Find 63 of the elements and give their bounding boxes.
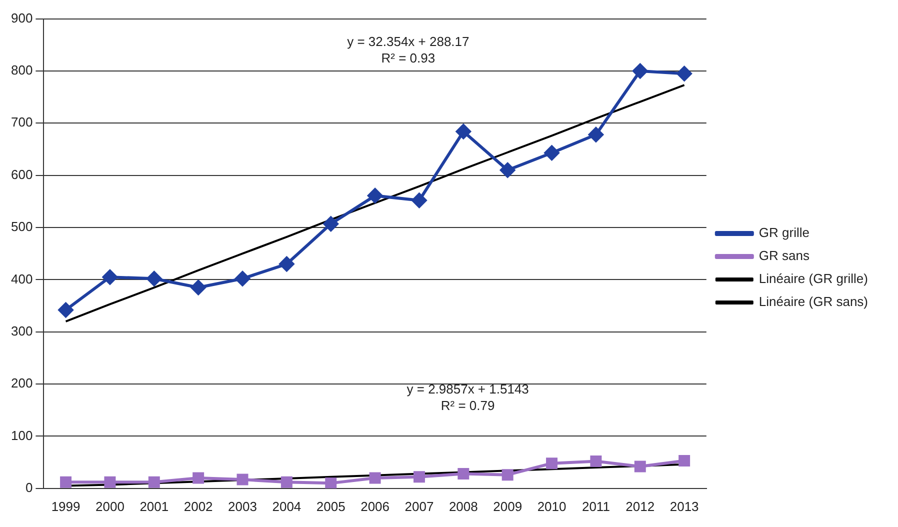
x-tick-label: 2002 xyxy=(184,498,213,514)
point xyxy=(544,145,560,160)
y-tick-label: 900 xyxy=(10,10,33,26)
point xyxy=(588,127,604,142)
x-tick-label: 2008 xyxy=(448,498,478,514)
point xyxy=(279,256,294,272)
point xyxy=(104,476,116,488)
point xyxy=(58,302,74,318)
point xyxy=(502,469,514,481)
y-tick-label: 500 xyxy=(10,219,33,234)
x-tick-label: 2004 xyxy=(272,498,302,514)
x-tick-label: 2007 xyxy=(404,498,434,514)
legend-label: Linéaire (GR sans) xyxy=(758,294,868,310)
y-tick-label: 300 xyxy=(10,323,33,338)
annotation: y = 32.354x + 288.17 xyxy=(347,34,470,49)
legend-label: GR sans xyxy=(758,248,810,264)
point xyxy=(102,270,118,285)
x-tick-label: 2009 xyxy=(493,498,522,514)
point xyxy=(280,476,292,488)
point xyxy=(634,460,646,472)
x-tick-label: 2012 xyxy=(626,498,655,514)
legend-label: Linéaire (GR grille) xyxy=(758,271,868,286)
point xyxy=(676,66,692,82)
point xyxy=(148,476,160,488)
point xyxy=(413,471,425,483)
y-tick-label: 200 xyxy=(10,376,33,391)
x-tick-label: 2000 xyxy=(96,498,124,514)
annotation: y = 2.9857x + 1.5143 xyxy=(406,381,529,396)
annotation: R² = 0.79 xyxy=(440,398,495,413)
point xyxy=(458,468,470,480)
point xyxy=(678,455,690,466)
point xyxy=(412,192,427,208)
y-tick-label: 400 xyxy=(10,271,33,286)
y-tick-label: 800 xyxy=(10,62,33,78)
point xyxy=(325,477,337,488)
x-tick-label: 2006 xyxy=(360,498,390,514)
point xyxy=(236,474,248,486)
point xyxy=(192,472,204,484)
y-tick-label: 700 xyxy=(10,114,33,130)
point xyxy=(632,63,648,78)
point xyxy=(456,124,471,140)
point xyxy=(60,476,72,488)
y-tick-label: 0 xyxy=(25,480,33,495)
y-tick-label: 600 xyxy=(10,166,33,182)
point xyxy=(500,162,516,178)
point xyxy=(590,456,602,468)
point xyxy=(146,271,162,286)
x-tick-label: 2010 xyxy=(537,498,566,514)
point xyxy=(190,280,206,296)
point xyxy=(369,472,381,484)
point xyxy=(323,216,338,232)
annotation: R² = 0.93 xyxy=(381,50,436,66)
x-tick-label: 2013 xyxy=(670,498,699,514)
y-tick-label: 100 xyxy=(10,428,33,443)
x-tick-label: 2001 xyxy=(140,498,169,514)
point xyxy=(368,188,383,204)
point xyxy=(546,458,558,470)
point xyxy=(235,271,250,286)
legend-label: GR grille xyxy=(758,225,810,240)
x-tick-label: 2005 xyxy=(316,498,346,514)
x-tick-label: 2011 xyxy=(582,498,610,514)
x-tick-label: 2003 xyxy=(228,498,257,514)
x-tick-label: 1999 xyxy=(51,498,80,514)
